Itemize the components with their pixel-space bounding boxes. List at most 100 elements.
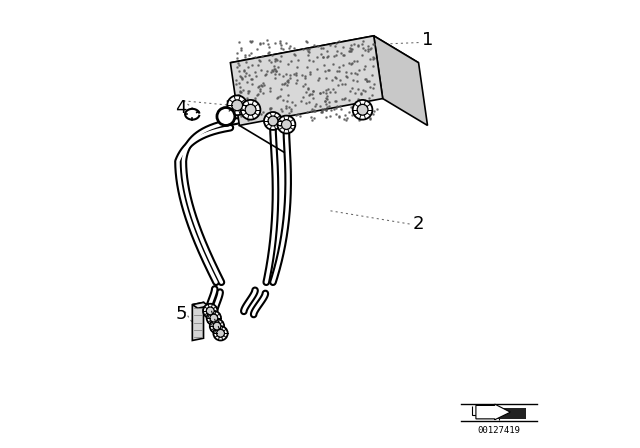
Point [241, 69, 252, 77]
Point [344, 47, 354, 55]
Point [252, 108, 262, 115]
Point [282, 78, 292, 85]
Point [254, 56, 264, 63]
Point [316, 108, 326, 116]
Point [275, 70, 285, 78]
Point [330, 104, 340, 112]
Point [334, 67, 344, 74]
Point [323, 85, 333, 92]
Point [282, 102, 292, 109]
Point [358, 114, 368, 121]
Point [277, 81, 287, 88]
Point [338, 51, 348, 58]
Point [264, 56, 274, 64]
Point [280, 79, 290, 86]
Point [332, 67, 342, 74]
Point [267, 66, 277, 73]
Point [236, 73, 246, 81]
Point [243, 107, 253, 114]
Point [321, 107, 332, 114]
Circle shape [216, 329, 225, 337]
Point [262, 41, 273, 48]
Point [346, 59, 356, 66]
Point [309, 107, 319, 114]
Point [358, 38, 368, 45]
Point [260, 70, 271, 78]
Point [273, 94, 284, 101]
Point [369, 41, 379, 48]
Point [339, 52, 349, 59]
Point [307, 90, 317, 97]
Point [329, 106, 339, 113]
Point [369, 107, 380, 114]
Point [291, 72, 301, 79]
Polygon shape [476, 408, 526, 419]
Point [304, 91, 314, 99]
Point [366, 109, 376, 116]
Point [310, 107, 320, 114]
Point [337, 61, 348, 69]
Point [267, 52, 277, 59]
Point [234, 61, 244, 68]
Point [260, 71, 271, 78]
Point [247, 81, 257, 88]
Point [233, 59, 243, 66]
Point [250, 95, 260, 102]
Point [347, 111, 357, 118]
Point [302, 45, 312, 52]
Point [275, 92, 285, 99]
Point [345, 87, 355, 94]
Point [253, 62, 263, 69]
Point [365, 116, 375, 123]
Point [235, 83, 245, 90]
Point [275, 39, 285, 46]
Point [284, 44, 294, 52]
Point [234, 67, 244, 74]
Point [266, 58, 276, 65]
Point [236, 108, 246, 115]
Point [250, 54, 260, 61]
Point [319, 61, 330, 69]
Point [314, 89, 324, 96]
Text: 2: 2 [413, 215, 424, 233]
Point [240, 106, 250, 113]
Circle shape [353, 100, 372, 120]
Point [278, 97, 289, 104]
Point [324, 67, 335, 74]
Point [329, 53, 339, 60]
Point [314, 74, 324, 82]
Point [252, 45, 262, 52]
Point [358, 44, 368, 52]
Point [282, 60, 292, 68]
Point [269, 62, 279, 69]
Point [231, 80, 241, 87]
Point [312, 54, 323, 61]
Point [278, 73, 289, 80]
Point [246, 49, 256, 56]
Polygon shape [476, 404, 511, 420]
Point [235, 73, 245, 80]
Point [270, 40, 280, 47]
Point [298, 82, 308, 89]
Point [246, 61, 257, 69]
Point [354, 111, 364, 118]
Point [346, 45, 356, 52]
Point [325, 88, 335, 95]
Point [348, 77, 358, 84]
Circle shape [207, 311, 221, 325]
Point [262, 50, 273, 57]
Point [357, 102, 367, 109]
Point [275, 38, 285, 45]
Point [368, 54, 378, 61]
Point [238, 86, 248, 93]
Point [252, 91, 262, 99]
Point [236, 47, 246, 54]
Circle shape [357, 104, 368, 115]
Point [304, 49, 314, 56]
Point [271, 68, 282, 75]
Point [353, 67, 364, 74]
Point [292, 63, 302, 70]
Point [308, 87, 318, 94]
Point [250, 69, 260, 76]
Point [236, 113, 246, 120]
